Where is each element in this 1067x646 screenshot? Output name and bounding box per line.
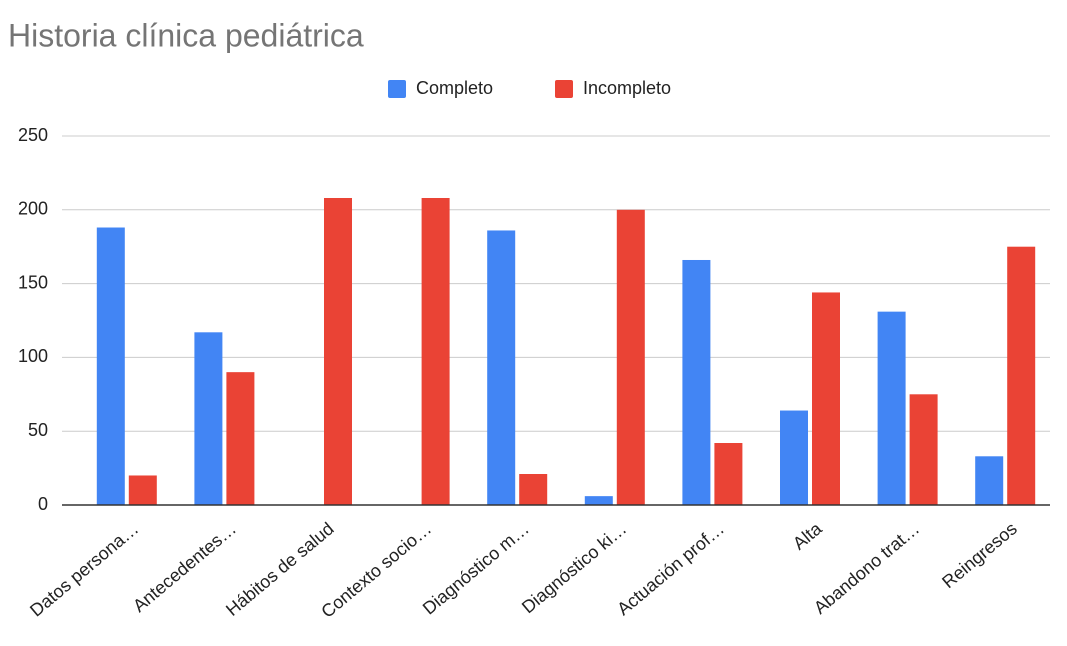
bar bbox=[194, 332, 223, 505]
y-tick-label: 250 bbox=[18, 125, 48, 145]
bar bbox=[128, 475, 157, 505]
x-tick-label: Actuación prof… bbox=[613, 518, 728, 619]
bar bbox=[975, 456, 1004, 505]
bar bbox=[682, 259, 711, 505]
bar bbox=[519, 474, 548, 505]
x-tick-label: Datos persona… bbox=[26, 518, 142, 620]
x-tick-label: Abandono trat… bbox=[810, 518, 923, 618]
y-tick-label: 100 bbox=[18, 346, 48, 366]
bar bbox=[421, 197, 450, 505]
chart-title: Historia clínica pediátrica bbox=[8, 17, 364, 53]
y-tick-label: 50 bbox=[28, 420, 48, 440]
legend-swatch bbox=[555, 80, 573, 98]
bar bbox=[877, 311, 906, 505]
bar bbox=[324, 197, 352, 505]
x-tick-label: Antecedentes… bbox=[129, 518, 240, 616]
legend-swatch bbox=[388, 80, 406, 98]
bar bbox=[909, 394, 938, 505]
bar bbox=[714, 443, 743, 505]
bar bbox=[1007, 246, 1036, 505]
bar bbox=[96, 227, 125, 505]
y-tick-label: 150 bbox=[18, 272, 48, 292]
bar bbox=[812, 292, 840, 505]
bar bbox=[584, 496, 613, 505]
bar bbox=[226, 372, 255, 505]
x-tick-label: Diagnóstico m… bbox=[419, 518, 533, 618]
legend-label: Incompleto bbox=[583, 78, 671, 98]
legend-label: Completo bbox=[416, 78, 493, 98]
x-tick-label: Alta bbox=[789, 518, 826, 554]
bar bbox=[487, 230, 516, 506]
y-tick-label: 0 bbox=[38, 494, 48, 514]
bar bbox=[780, 410, 808, 505]
y-tick-label: 200 bbox=[18, 199, 48, 219]
x-tick-label: Reingresos bbox=[938, 518, 1021, 592]
bar bbox=[616, 209, 645, 506]
